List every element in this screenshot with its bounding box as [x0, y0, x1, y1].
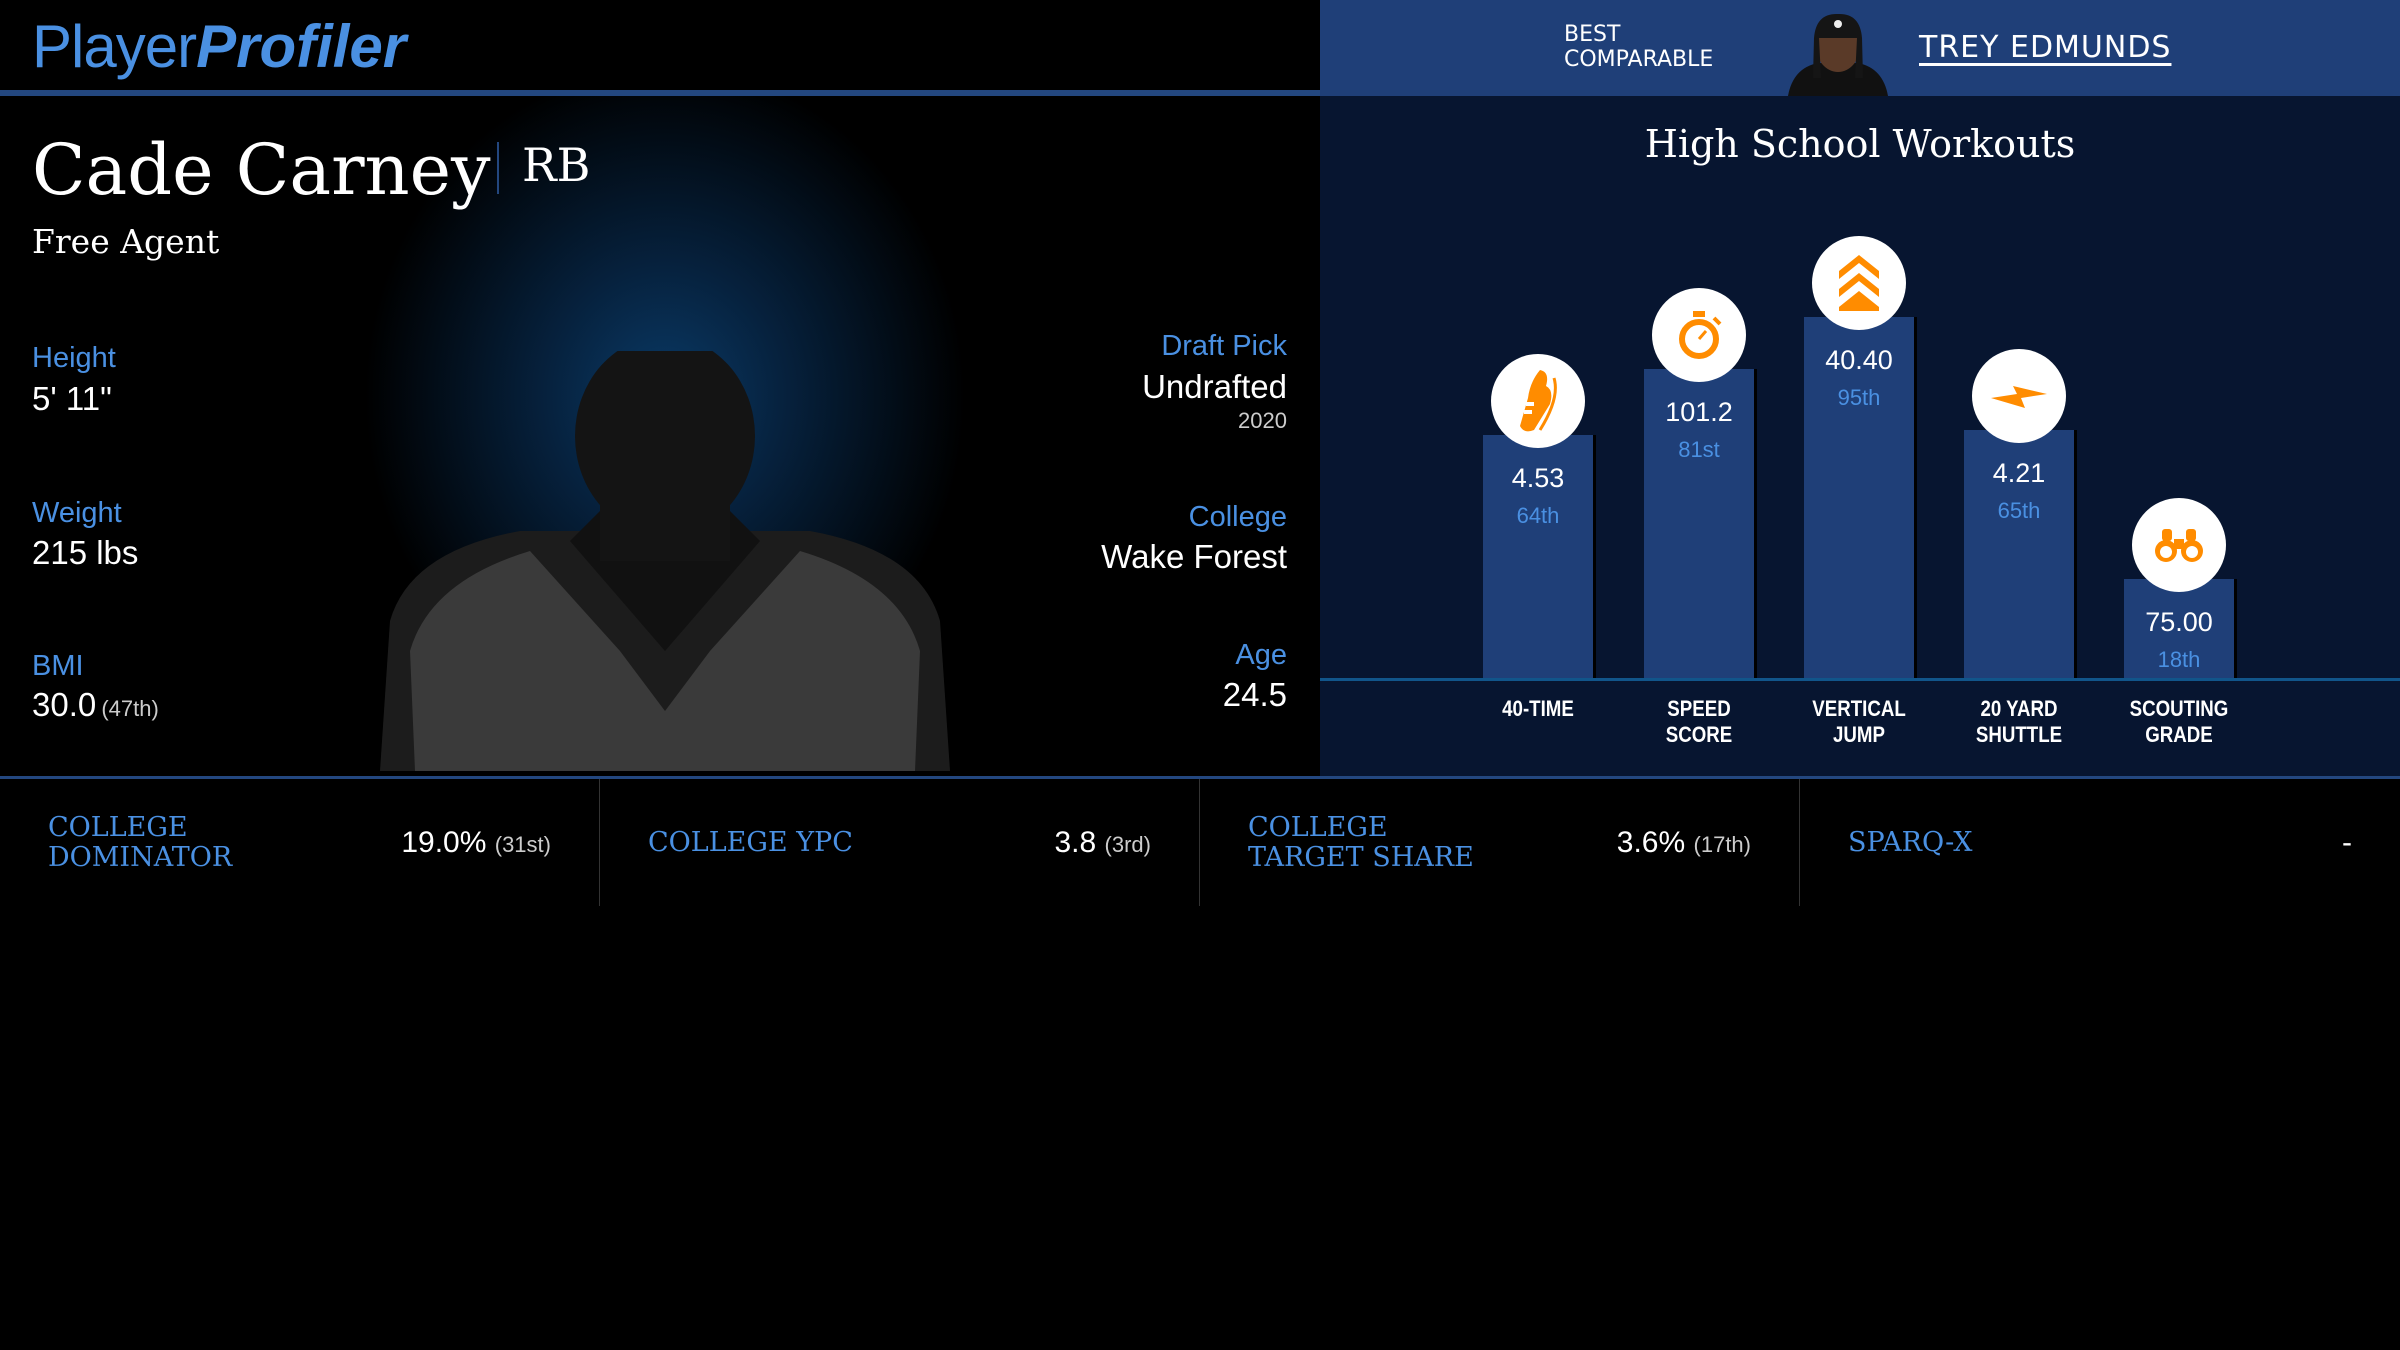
workout-icon-circle [1972, 349, 2066, 443]
workout-value: 4.21 [1992, 458, 2046, 488]
workout-bar [1964, 430, 2074, 680]
top-bar [0, 0, 1320, 90]
draft-value: Undrafted [1142, 368, 1287, 405]
workout-percentile: 81st [1678, 437, 1720, 462]
college-value: Wake Forest [1101, 538, 1287, 575]
player-panel: Cade Carney RB Free Agent Height 5' 11" … [0, 96, 1320, 776]
divider [0, 90, 1320, 96]
chart-baseline [1320, 678, 2400, 681]
workout-value: 4.53 [1511, 463, 1565, 493]
stat-value: 3.6% (17th) [1616, 825, 1751, 859]
stopwatch-icon [1674, 310, 1724, 360]
age-label: Age [1235, 639, 1287, 671]
workout-icon-circle [1812, 236, 1906, 330]
college-label: College [1188, 501, 1287, 533]
workout-icon-circle [1652, 288, 1746, 382]
workout-percentile: 95th [1837, 385, 1881, 410]
workout-bar [1483, 435, 1593, 680]
stat-cell: COLLEGE DOMINATOR 19.0% (31st) [0, 779, 600, 906]
draft-year: 2020 [1238, 408, 1287, 433]
weight-value: 215 lbs [32, 534, 139, 571]
workout-icon-circle [2132, 498, 2226, 592]
workout-bar [1804, 317, 1914, 680]
lightning-icon [1991, 384, 2047, 408]
height-value: 5' 11" [32, 380, 112, 417]
bmi: 30.0 (47th) [32, 686, 159, 723]
stat-cell: SPARQ-X - [1800, 779, 2400, 906]
workout-label: VERTICAL JUMP [1812, 696, 1906, 747]
height-label: Height [32, 342, 116, 374]
age-value: 24.5 [1222, 676, 1287, 713]
workout-percentile: 64th [1516, 503, 1560, 528]
best-comparable-label: BEST COMPARABLE [1564, 22, 1714, 72]
player-name: Cade Carney [32, 129, 491, 211]
workout-value: 75.00 [2145, 607, 2213, 637]
stat-cell: COLLEGE YPC 3.8 (3rd) [600, 779, 1200, 906]
divider [497, 142, 499, 194]
stat-label: COLLEGE DOMINATOR [48, 811, 233, 873]
divider [0, 776, 2400, 779]
stat-value: - [2342, 825, 2352, 859]
stat-value: 19.0% (31st) [401, 825, 551, 859]
comparable-avatar [1788, 13, 1888, 96]
player-position: RB [522, 138, 591, 192]
workout-label: 40-TIME [1502, 696, 1574, 721]
workout-bar [1644, 369, 1754, 680]
player-team: Free Agent [32, 222, 220, 261]
stat-label: COLLEGE YPC [648, 826, 853, 858]
bmi-label: BMI [32, 650, 84, 682]
workout-value: 101.2 [1665, 397, 1733, 427]
stat-label: SPARQ-X [1848, 826, 1973, 858]
chevrons-up-icon [1839, 255, 1879, 311]
binoculars-icon [2154, 527, 2204, 563]
workout-label: 20 YARD SHUTTLE [1975, 696, 2063, 747]
workout-bar [2124, 579, 2234, 680]
weight-label: Weight [32, 497, 122, 529]
best-comparable-bar: BEST COMPARABLE TREY EDMUNDS [1320, 0, 2400, 96]
workout-percentile: 18th [2157, 647, 2201, 672]
stat-cell: COLLEGE TARGET SHARE 3.6% (17th) [1200, 779, 1800, 906]
shoe-icon [1510, 368, 1566, 434]
comparable-player-link[interactable]: TREY EDMUNDS [1919, 30, 2172, 65]
workouts-title: High School Workouts [1644, 122, 2076, 166]
stat-label: COLLEGE TARGET SHARE [1248, 811, 1474, 873]
logo[interactable]: PlayerProfiler [32, 13, 407, 80]
player-silhouette [380, 351, 950, 771]
workout-percentile: 65th [1997, 498, 2041, 523]
workout-icon-circle [1491, 354, 1585, 448]
draft-label: Draft Pick [1161, 330, 1287, 362]
workout-label: SCOUTING GRADE [2129, 696, 2229, 747]
workout-value: 40.40 [1825, 345, 1893, 375]
workout-label: SPEED SCORE [1665, 696, 1733, 747]
stat-value: 3.8 (3rd) [1054, 825, 1151, 859]
